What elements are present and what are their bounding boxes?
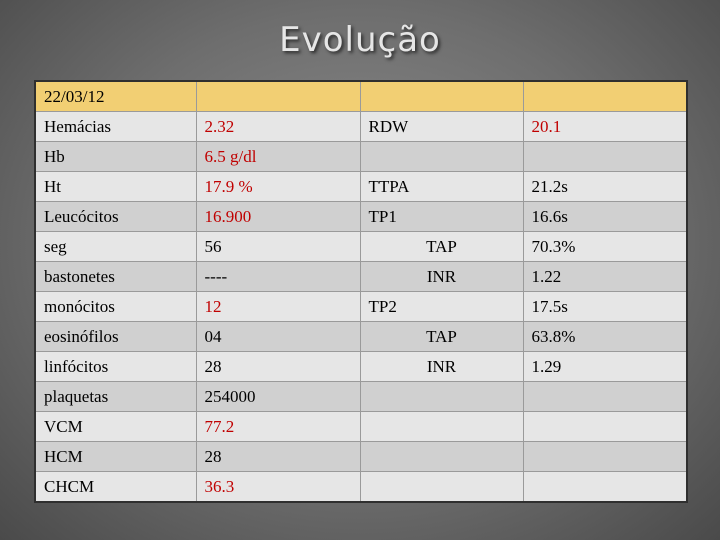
test-value-cell: 1.22 [522, 261, 688, 292]
test-value-cell: ---- [195, 261, 361, 292]
test-name-cell [359, 381, 524, 412]
test-name-cell: eosinófilos [34, 321, 197, 352]
test-value-cell: 77.2 [195, 411, 361, 442]
test-value-cell: 17.9 % [195, 171, 361, 202]
table-row: CHCM 36.3 [34, 471, 688, 503]
test-value-cell: 21.2s [522, 171, 688, 202]
test-name-cell: TP1 [359, 201, 524, 232]
test-name-cell: RDW [359, 111, 524, 142]
test-value-cell [522, 471, 688, 503]
table-row: plaquetas 254000 [34, 381, 688, 412]
header-cell [522, 80, 688, 112]
table-row: VCM 77.2 [34, 411, 688, 442]
test-name-cell: INR [359, 351, 524, 382]
test-value-cell: 28 [195, 351, 361, 382]
test-value-cell [522, 381, 688, 412]
test-name-cell: TAP [359, 231, 524, 262]
test-value-cell: 16.6s [522, 201, 688, 232]
lab-results-table: 22/03/12 Hemácias 2.32 RDW 20.1 Hb 6.5 g… [34, 80, 688, 503]
table-row: eosinófilos 04 TAP 63.8% [34, 321, 688, 352]
test-value-cell: 63.8% [522, 321, 688, 352]
test-value-cell: 16.900 [195, 201, 361, 232]
table-header-row: 22/03/12 [34, 80, 688, 112]
test-value-cell: 12 [195, 291, 361, 322]
test-value-cell: 28 [195, 441, 361, 472]
header-cell [359, 80, 524, 112]
test-value-cell [522, 411, 688, 442]
test-value-cell: 36.3 [195, 471, 361, 503]
test-name-cell: TTPA [359, 171, 524, 202]
table-row: HCM 28 [34, 441, 688, 472]
test-value-cell [522, 441, 688, 472]
test-name-cell: HCM [34, 441, 197, 472]
test-name-cell: Hb [34, 141, 197, 172]
table-row: monócitos 12 TP2 17.5s [34, 291, 688, 322]
test-value-cell: 70.3% [522, 231, 688, 262]
table-row: Ht 17.9 % TTPA 21.2s [34, 171, 688, 202]
test-value-cell: 17.5s [522, 291, 688, 322]
test-name-cell [359, 411, 524, 442]
header-cell [195, 80, 361, 112]
table-row: seg 56 TAP 70.3% [34, 231, 688, 262]
test-value-cell: 20.1 [522, 111, 688, 142]
test-name-cell: seg [34, 231, 197, 262]
test-name-cell [359, 441, 524, 472]
test-name-cell: Ht [34, 171, 197, 202]
test-name-cell: CHCM [34, 471, 197, 503]
test-name-cell [359, 141, 524, 172]
test-name-cell: VCM [34, 411, 197, 442]
test-name-cell: Leucócitos [34, 201, 197, 232]
test-value-cell: 1.29 [522, 351, 688, 382]
test-value-cell: 2.32 [195, 111, 361, 142]
test-name-cell: Hemácias [34, 111, 197, 142]
table-row: bastonetes ---- INR 1.22 [34, 261, 688, 292]
table-row: Leucócitos 16.900 TP1 16.6s [34, 201, 688, 232]
test-name-cell: linfócitos [34, 351, 197, 382]
test-name-cell: monócitos [34, 291, 197, 322]
test-name-cell: plaquetas [34, 381, 197, 412]
test-value-cell: 56 [195, 231, 361, 262]
test-value-cell: 04 [195, 321, 361, 352]
slide-title: Evolução [279, 20, 441, 60]
test-name-cell: INR [359, 261, 524, 292]
table-row: Hb 6.5 g/dl [34, 141, 688, 172]
test-name-cell: TAP [359, 321, 524, 352]
test-name-cell: bastonetes [34, 261, 197, 292]
test-value-cell: 6.5 g/dl [195, 141, 361, 172]
test-value-cell [522, 141, 688, 172]
test-value-cell: 254000 [195, 381, 361, 412]
test-name-cell: TP2 [359, 291, 524, 322]
test-name-cell [359, 471, 524, 503]
date-cell: 22/03/12 [34, 80, 197, 112]
table-row: Hemácias 2.32 RDW 20.1 [34, 111, 688, 142]
table-row: linfócitos 28 INR 1.29 [34, 351, 688, 382]
